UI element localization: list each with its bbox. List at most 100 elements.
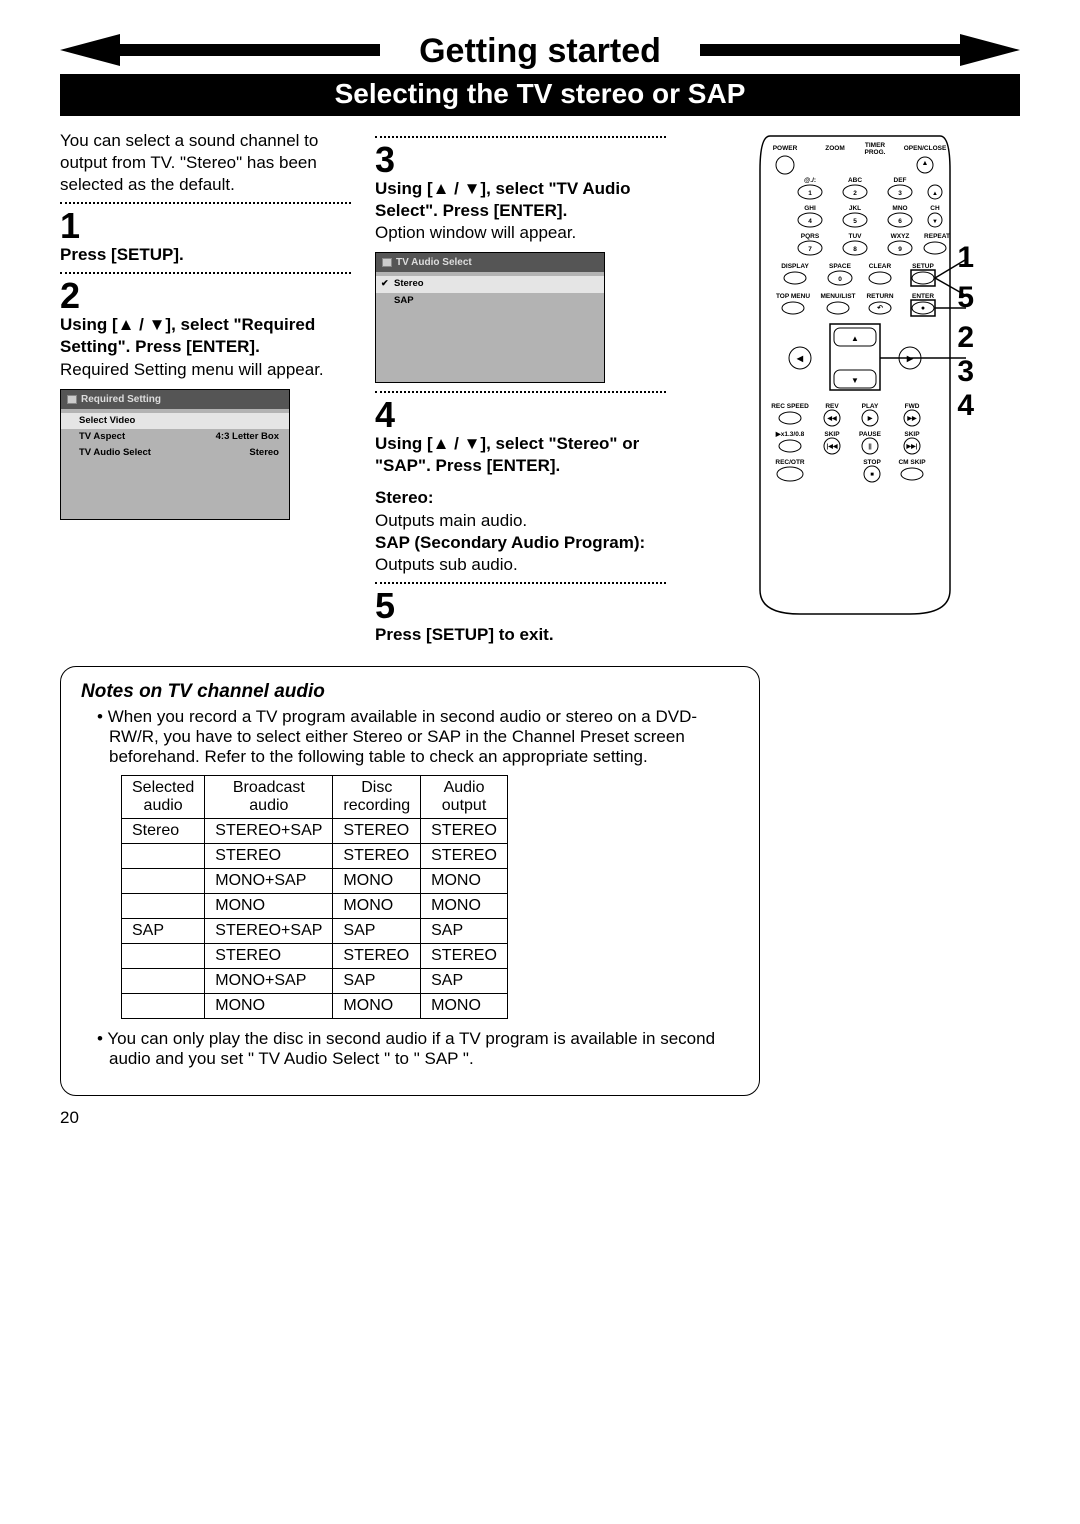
- table-cell: MONO: [333, 868, 421, 893]
- osd2-title: TV Audio Select: [396, 256, 472, 269]
- step-number-4: 4: [375, 397, 666, 433]
- table-cell: MONO: [205, 993, 333, 1018]
- chapter-title: Getting started: [60, 32, 1020, 71]
- notes-bullet-2: You can only play the disc in second aud…: [97, 1029, 739, 1069]
- svg-text:PAUSE: PAUSE: [859, 431, 882, 438]
- notes-title: Notes on TV channel audio: [81, 681, 739, 703]
- table-cell: MONO: [421, 893, 508, 918]
- table-cell: MONO: [205, 893, 333, 918]
- th-0: Selectedaudio: [122, 775, 205, 818]
- table-cell: STEREO: [205, 843, 333, 868]
- step-3-instruction: Using [▲ / ▼], select "TV Audio Select".…: [375, 178, 666, 222]
- option-sap-body: Outputs sub audio.: [375, 554, 666, 576]
- svg-text:CLEAR: CLEAR: [869, 263, 892, 270]
- table-cell: [122, 943, 205, 968]
- table-cell: MONO+SAP: [205, 868, 333, 893]
- svg-text:▶x1.3/0.8: ▶x1.3/0.8: [775, 431, 805, 438]
- svg-text:◀◀: ◀◀: [826, 415, 837, 422]
- chapter-banner: Getting started: [60, 30, 1020, 70]
- svg-text:DEF: DEF: [894, 177, 907, 184]
- intro-text: You can select a sound channel to output…: [60, 130, 351, 196]
- svg-text:5: 5: [853, 218, 857, 225]
- th-2: Discrecording: [333, 775, 421, 818]
- step-number-1: 1: [60, 208, 351, 244]
- option-sap-label: SAP (Secondary Audio Program):: [375, 533, 645, 552]
- divider: [375, 391, 666, 393]
- step-number-2: 2: [60, 278, 351, 314]
- table-cell: STEREO: [333, 818, 421, 843]
- notes-box: Notes on TV channel audio When you recor…: [60, 666, 760, 1096]
- svg-text:ABC: ABC: [848, 177, 862, 184]
- table-cell: STEREO: [421, 818, 508, 843]
- svg-text:8: 8: [853, 246, 857, 253]
- svg-text:SKIP: SKIP: [904, 431, 920, 438]
- svg-text:||: ||: [868, 444, 872, 450]
- divider: [375, 136, 666, 138]
- table-cell: [122, 893, 205, 918]
- divider: [375, 582, 666, 584]
- svg-text:REV: REV: [825, 403, 839, 410]
- svg-text:PQRS: PQRS: [801, 233, 820, 240]
- svg-text:GHI: GHI: [804, 205, 816, 212]
- svg-text:1: 1: [808, 190, 812, 197]
- table-cell: STEREO: [205, 943, 333, 968]
- section-title: Selecting the TV stereo or SAP: [60, 74, 1020, 116]
- table-cell: STEREO: [333, 843, 421, 868]
- svg-text:▶▶|: ▶▶|: [906, 443, 918, 450]
- svg-text:REC SPEED: REC SPEED: [771, 403, 809, 410]
- divider: [60, 272, 351, 274]
- table-cell: [122, 993, 205, 1018]
- svg-text:|◀◀: |◀◀: [827, 443, 838, 450]
- svg-text:▶: ▶: [867, 415, 873, 422]
- svg-text:SKIP: SKIP: [824, 431, 840, 438]
- table-cell: SAP: [421, 968, 508, 993]
- step-1-instruction: Press [SETUP].: [60, 244, 351, 266]
- tv-icon: [67, 395, 77, 404]
- svg-text:9: 9: [898, 246, 902, 253]
- svg-text:▲: ▲: [932, 191, 938, 197]
- svg-text:DISPLAY: DISPLAY: [781, 263, 809, 270]
- table-cell: MONO: [333, 893, 421, 918]
- osd1-row2-label: TV Audio Select: [79, 447, 151, 459]
- table-cell: STEREO: [421, 943, 508, 968]
- svg-text:TIMER: TIMER: [865, 142, 886, 149]
- page-number: 20: [60, 1108, 1020, 1128]
- svg-text:STOP: STOP: [863, 459, 881, 466]
- svg-text:6: 6: [898, 218, 902, 225]
- osd1-row1-label: TV Aspect: [79, 431, 125, 443]
- step-number-3: 3: [375, 142, 666, 178]
- svg-text:0: 0: [838, 276, 842, 283]
- th-3: Audiooutput: [421, 775, 508, 818]
- callout-5: 5: [957, 278, 974, 317]
- svg-text:●: ●: [921, 305, 925, 312]
- svg-text:RETURN: RETURN: [866, 293, 893, 300]
- svg-text:REC/OTR: REC/OTR: [775, 459, 805, 466]
- table-cell: [122, 843, 205, 868]
- svg-text:■: ■: [870, 472, 874, 478]
- table-cell: STEREO: [333, 943, 421, 968]
- audio-table: Selectedaudio Broadcastaudio Discrecordi…: [121, 775, 508, 1019]
- svg-text:POWER: POWER: [773, 145, 798, 152]
- svg-text:WXYZ: WXYZ: [891, 233, 910, 240]
- table-cell: STEREO: [421, 843, 508, 868]
- osd-tv-audio-select: TV Audio Select Stereo SAP: [375, 252, 605, 383]
- svg-text:▼: ▼: [932, 219, 938, 225]
- svg-text:CH: CH: [930, 205, 940, 212]
- step-2-instruction: Using [▲ / ▼], select "Required Setting"…: [60, 314, 351, 358]
- table-cell: [122, 968, 205, 993]
- svg-text:TUV: TUV: [849, 233, 863, 240]
- tv-icon: [382, 258, 392, 267]
- osd-required-setting: Required Setting Select Video TV Aspect4…: [60, 389, 290, 520]
- column-middle: 3 Using [▲ / ▼], select "TV Audio Select…: [375, 130, 666, 646]
- svg-text:MENU/LIST: MENU/LIST: [820, 293, 855, 300]
- table-cell: SAP: [333, 968, 421, 993]
- table-cell: SAP: [421, 918, 508, 943]
- option-stereo-body: Outputs main audio.: [375, 510, 666, 532]
- svg-text:TOP MENU: TOP MENU: [776, 293, 810, 300]
- step-5-instruction: Press [SETUP] to exit.: [375, 624, 666, 646]
- svg-text:3: 3: [898, 190, 902, 197]
- column-remote: POWER ZOOM TIMERPROG. ▲OPEN/CLOSE @./:AB…: [690, 130, 1020, 620]
- step-4-instruction: Using [▲ / ▼], select "Stereo" or "SAP".…: [375, 433, 666, 477]
- svg-text:SPACE: SPACE: [829, 263, 852, 270]
- step-2-body: Required Setting menu will appear.: [60, 359, 351, 381]
